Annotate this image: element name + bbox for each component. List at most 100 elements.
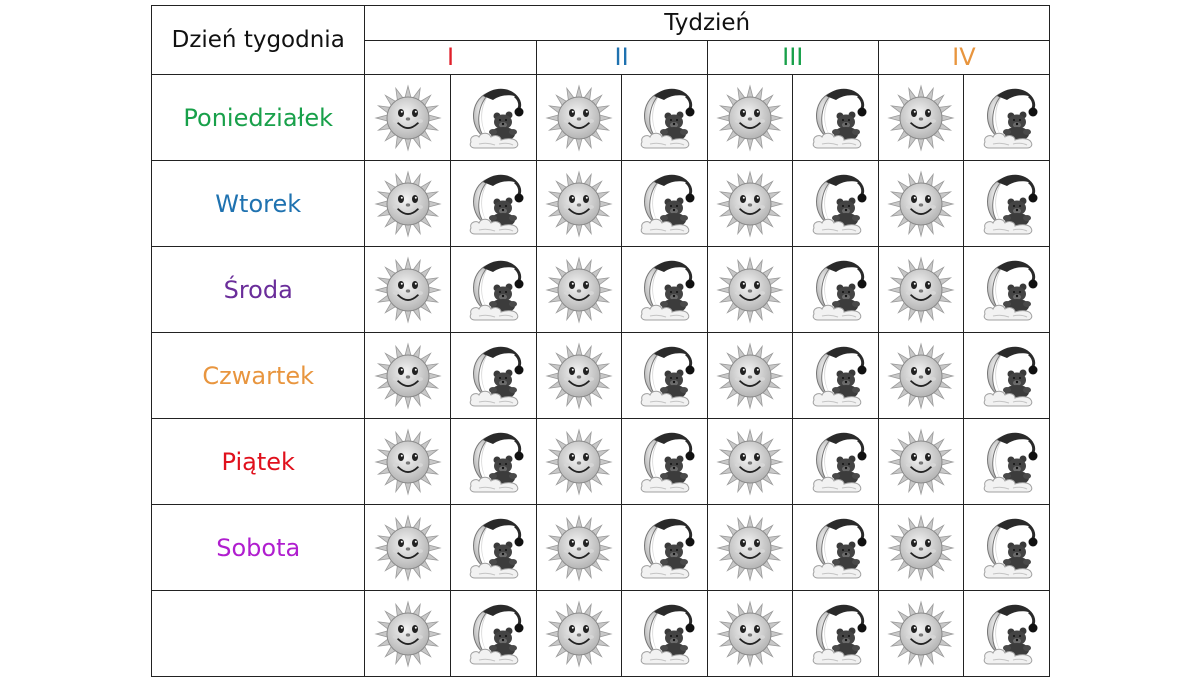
day-cell[interactable] [364,504,451,591]
day-label: Sobota [150,504,366,591]
day-column-header: Dzień tygodnia [150,5,366,75]
day-cell[interactable] [706,160,794,247]
night-cell[interactable] [621,332,708,419]
day-cell[interactable] [364,246,451,333]
day-row: Sobota [150,504,1050,591]
week-number-3: III [706,39,879,75]
night-cell[interactable] [963,332,1050,419]
sun-icon [537,83,622,152]
sun-icon [365,599,450,668]
day-cell[interactable] [706,504,794,591]
night-cell[interactable] [621,504,708,591]
night-cell[interactable] [621,160,708,247]
sun-icon [708,341,793,410]
day-label: Poniedziałek [150,74,366,161]
sun-icon [537,427,622,496]
day-cell[interactable] [535,504,623,591]
night-cell[interactable] [963,504,1050,591]
night-cell[interactable] [449,332,537,419]
night-cell[interactable] [621,74,708,161]
day-cell[interactable] [535,590,623,677]
night-cell[interactable] [792,160,879,247]
night-cell[interactable] [621,418,708,505]
sun-icon [365,427,450,496]
chart-body: Poniedziałek [150,74,1050,677]
day-cell[interactable] [877,332,965,419]
night-cell[interactable] [621,246,708,333]
sun-icon [879,255,964,324]
moon-teddy-icon [964,340,1049,412]
night-cell[interactable] [449,418,537,505]
night-cell[interactable] [792,246,879,333]
sun-icon [365,169,450,238]
moon-teddy-icon [451,598,536,670]
moon-teddy-icon [451,168,536,240]
day-label: Środa [150,246,366,333]
moon-teddy-icon [964,254,1049,326]
moon-teddy-icon [622,168,707,240]
night-cell[interactable] [963,418,1050,505]
day-cell[interactable] [877,590,965,677]
day-cell[interactable] [877,74,965,161]
night-cell[interactable] [792,504,879,591]
sun-icon [365,255,450,324]
day-cell[interactable] [364,160,451,247]
day-cell[interactable] [364,418,451,505]
night-cell[interactable] [792,74,879,161]
moon-teddy-icon [964,82,1049,154]
night-cell[interactable] [621,590,708,677]
day-cell[interactable] [535,246,623,333]
sun-icon [537,169,622,238]
day-row: Wtorek [150,160,1050,247]
day-label: Wtorek [150,160,366,247]
night-cell[interactable] [963,160,1050,247]
schedule-sheet: Dzień tygodnia Tydzień I II III IV Poniedzi… [150,5,1051,685]
moon-teddy-icon [622,254,707,326]
day-cell[interactable] [706,418,794,505]
night-cell[interactable] [963,590,1050,677]
moon-teddy-icon [793,82,878,154]
night-cell[interactable] [792,418,879,505]
moon-teddy-icon [622,340,707,412]
day-cell[interactable] [706,332,794,419]
day-label [150,590,366,677]
day-cell[interactable] [535,160,623,247]
moon-teddy-icon [793,598,878,670]
night-cell[interactable] [963,246,1050,333]
night-cell[interactable] [449,160,537,247]
day-cell[interactable] [877,418,965,505]
sun-icon [879,169,964,238]
day-cell[interactable] [877,160,965,247]
day-cell[interactable] [706,246,794,333]
night-cell[interactable] [449,590,537,677]
night-cell[interactable] [963,74,1050,161]
day-cell[interactable] [364,332,451,419]
night-cell[interactable] [449,246,537,333]
moon-teddy-icon [793,512,878,584]
day-cell[interactable] [877,504,965,591]
sun-icon [708,427,793,496]
night-cell[interactable] [449,504,537,591]
day-cell[interactable] [706,74,794,161]
moon-teddy-icon [964,426,1049,498]
week-number-4: IV [877,39,1051,75]
moon-teddy-icon [451,82,536,154]
night-cell[interactable] [792,590,879,677]
day-cell[interactable] [364,74,451,161]
day-cell[interactable] [706,590,794,677]
sun-icon [708,513,793,582]
moon-teddy-icon [622,512,707,584]
moon-teddy-icon [793,340,878,412]
day-cell[interactable] [535,332,623,419]
week-number-2: II [535,39,708,75]
day-cell[interactable] [535,74,623,161]
day-cell[interactable] [364,590,451,677]
day-cell[interactable] [535,418,623,505]
sun-icon [708,169,793,238]
night-cell[interactable] [792,332,879,419]
day-label: Piątek [150,418,366,505]
day-cell[interactable] [877,246,965,333]
sun-icon [708,83,793,152]
night-cell[interactable] [449,74,537,161]
moon-teddy-icon [451,254,536,326]
